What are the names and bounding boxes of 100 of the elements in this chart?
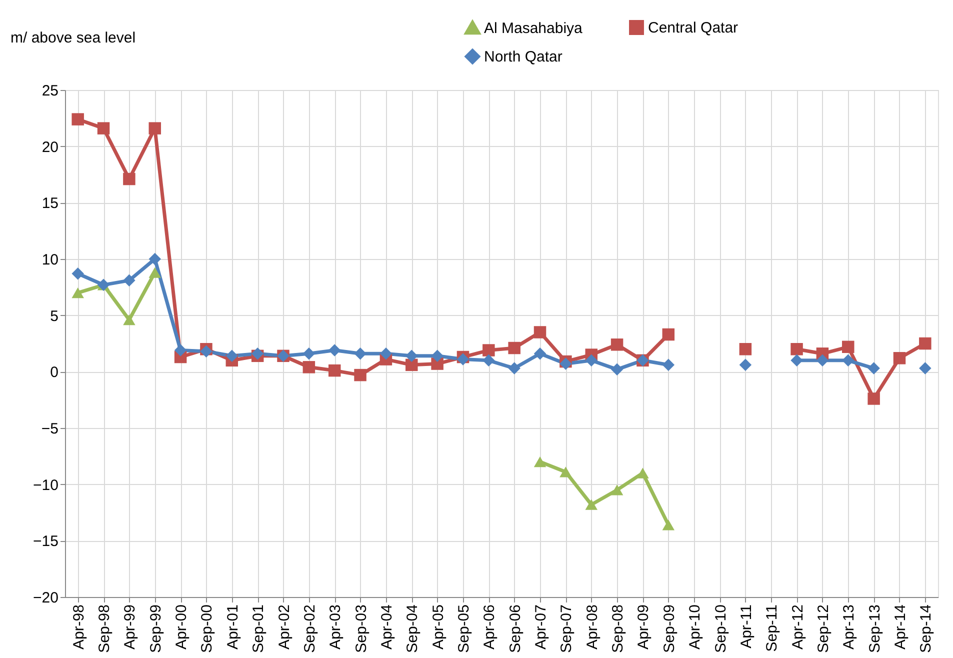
x-tick-label: Sep-09	[660, 604, 678, 653]
point	[610, 484, 624, 496]
point	[868, 392, 880, 405]
point	[534, 456, 546, 468]
point	[739, 358, 752, 372]
legend-label: Central Qatar	[648, 20, 738, 37]
y-tick-label: 15	[42, 195, 58, 212]
x-tick-label: Sep-13	[866, 604, 884, 653]
point	[123, 314, 136, 326]
point	[636, 468, 649, 478]
point	[662, 358, 675, 372]
point	[97, 122, 110, 134]
x-tick-label: Apr-14	[892, 604, 909, 650]
point	[302, 348, 316, 360]
point	[251, 348, 264, 360]
point	[354, 368, 366, 382]
point	[585, 354, 598, 367]
point	[380, 348, 392, 360]
point	[406, 350, 418, 362]
legend-label: Al Masahabiya	[484, 20, 584, 37]
point	[328, 364, 341, 377]
point	[739, 343, 752, 356]
x-tick-label: Apr-09	[635, 604, 652, 650]
y-tick-label: −10	[33, 476, 58, 494]
point	[919, 337, 932, 350]
y-tick-label: −5	[41, 420, 58, 438]
point	[431, 350, 444, 362]
x-tick-label: Sep-01	[250, 604, 268, 653]
point	[72, 287, 84, 298]
x-tick-label: Apr-06	[481, 604, 498, 650]
point	[123, 274, 136, 287]
y-tick-label: 0	[50, 364, 58, 382]
point	[610, 338, 624, 351]
x-tick-label: Apr-04	[378, 604, 396, 650]
point	[790, 343, 803, 356]
x-tick-label: Sep-04	[404, 604, 422, 653]
point	[508, 342, 520, 354]
point	[816, 354, 829, 367]
point	[842, 340, 854, 354]
point	[610, 363, 624, 376]
point	[148, 252, 161, 266]
point	[148, 267, 161, 278]
point	[560, 466, 572, 478]
x-tick-label: Sep-12	[814, 604, 832, 653]
x-tick-label: Apr-99	[122, 604, 139, 650]
point	[148, 122, 161, 134]
x-tick-label: Apr-10	[686, 604, 704, 650]
y-tick-label: −15	[33, 533, 58, 550]
point	[893, 352, 906, 364]
x-tick-label: Apr-07	[532, 604, 550, 650]
point	[534, 326, 546, 338]
y-tick-label: 5	[50, 308, 58, 325]
y-tick-label: −20	[33, 590, 58, 606]
point	[534, 348, 546, 360]
x-tick-label: Sep-10	[712, 604, 730, 653]
point	[560, 358, 572, 370]
point	[354, 348, 366, 360]
x-tick-label: Apr-12	[789, 604, 806, 650]
point	[482, 354, 495, 367]
x-tick-label: Sep-14	[918, 604, 935, 653]
point	[585, 499, 598, 510]
point	[919, 362, 932, 374]
point	[72, 268, 84, 280]
x-tick-label: Apr-05	[430, 604, 447, 650]
x-tick-label: Sep-99	[147, 604, 164, 653]
point	[123, 172, 136, 186]
y-tick-label: 20	[42, 138, 58, 156]
x-tick-label: Sep-00	[198, 604, 216, 653]
point	[174, 344, 187, 356]
x-tick-label: Apr-11	[738, 604, 755, 648]
point	[842, 354, 854, 367]
x-tick-label: Sep-03	[352, 604, 370, 653]
y-tick-label: 25	[42, 82, 58, 100]
y-tick-label: 10	[42, 252, 58, 268]
point	[328, 344, 341, 356]
x-tick-label: Apr-00	[173, 604, 190, 650]
point	[302, 361, 316, 374]
y-axis-title: m/ above sea level	[10, 30, 136, 46]
x-tick-label: Sep-08	[610, 604, 627, 653]
x-tick-label: Apr-03	[327, 604, 344, 650]
point	[456, 353, 470, 366]
x-tick-label: Apr-08	[584, 604, 601, 650]
x-tick-label: Apr-98	[70, 604, 88, 650]
point	[508, 362, 520, 374]
x-tick-label: Sep-05	[455, 604, 472, 653]
x-tick-label: Apr-13	[840, 604, 858, 650]
x-tick-label: Sep-02	[301, 604, 318, 653]
point	[406, 358, 418, 372]
point	[662, 520, 675, 530]
point	[790, 354, 803, 367]
x-tick-label: Sep-98	[96, 604, 114, 653]
point	[200, 345, 212, 358]
point	[72, 113, 84, 126]
legend-label: North Qatar	[484, 48, 562, 66]
point	[868, 362, 880, 374]
x-tick-label: Apr-01	[224, 604, 242, 650]
x-tick-label: Apr-02	[276, 604, 293, 650]
point	[226, 350, 238, 362]
x-tick-label: Sep-06	[506, 604, 524, 653]
point	[662, 328, 675, 341]
